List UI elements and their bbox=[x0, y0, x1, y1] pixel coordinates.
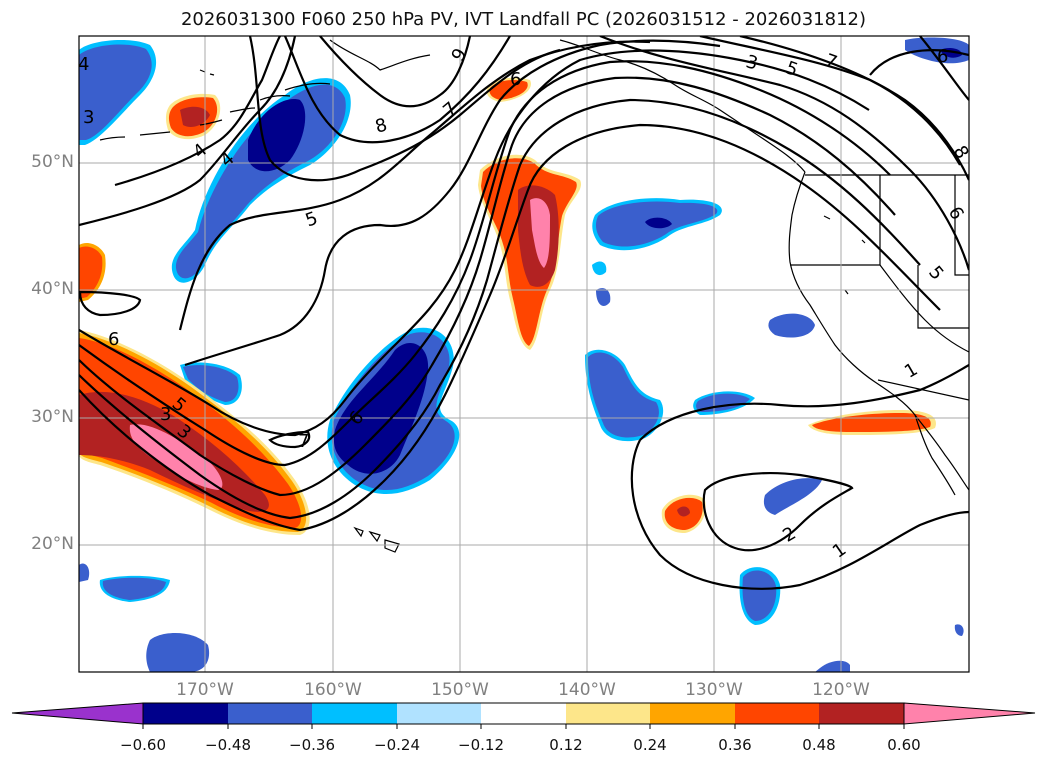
contour-label: 3 bbox=[744, 51, 760, 74]
colorbar bbox=[11, 702, 1036, 729]
colorbar-tick-label: 0.12 bbox=[549, 736, 583, 754]
colorbar-tick-label: −0.24 bbox=[374, 736, 420, 754]
contour-label: 5 bbox=[783, 57, 801, 81]
colorbar-extend-high bbox=[903, 702, 1036, 725]
contour-label: 5 bbox=[924, 262, 947, 284]
colorbar-bin bbox=[566, 703, 650, 724]
lat-label-20n: 20°N bbox=[31, 534, 74, 554]
colorbar-tick-label: 0.36 bbox=[718, 736, 752, 754]
contour-label: 7 bbox=[298, 431, 309, 452]
map-title: 2026031300 F060 250 hPa PV, IVT Landfall… bbox=[180, 9, 867, 30]
positive-anomaly-areas bbox=[79, 77, 936, 535]
contour-labels: 9 6 8 7 4 5 3 5 4 3 6 5 3 7 6 7 6 8 1 2 … bbox=[78, 45, 969, 563]
contour-label: 7 bbox=[822, 50, 840, 74]
negative-anomaly-areas bbox=[79, 37, 969, 672]
contour-label: 4 bbox=[78, 54, 89, 75]
contour-label: 2 bbox=[779, 523, 799, 547]
contour-label: 4 bbox=[189, 139, 211, 162]
colorbar-bin bbox=[397, 703, 481, 724]
colorbar-bin bbox=[650, 703, 735, 724]
contour-label: 6 bbox=[937, 46, 948, 67]
colorbar-bin bbox=[143, 703, 228, 724]
lon-label-170w: 170°W bbox=[176, 680, 234, 700]
contour-label: 5 bbox=[303, 208, 321, 232]
pv-anomaly-shading bbox=[79, 37, 969, 672]
colorbar-tick-label: 0.48 bbox=[802, 736, 836, 754]
contour-label: 1 bbox=[829, 539, 850, 563]
colorbar-bin bbox=[228, 703, 312, 724]
graticule bbox=[79, 36, 969, 672]
lon-label-130w: 130°W bbox=[685, 680, 743, 700]
colorbar-extend-low bbox=[11, 702, 144, 725]
contour-label: 6 bbox=[108, 329, 119, 350]
lat-label-40n: 40°N bbox=[31, 279, 74, 299]
colorbar-bin bbox=[481, 703, 566, 724]
colorbar-tick-label: −0.36 bbox=[289, 736, 335, 754]
lon-label-150w: 150°W bbox=[431, 680, 489, 700]
pv-contours bbox=[79, 36, 969, 590]
contour-label: 3 bbox=[160, 404, 171, 425]
colorbar-bin bbox=[735, 703, 819, 724]
lat-label-50n: 50°N bbox=[31, 152, 74, 172]
contour-label: 8 bbox=[373, 114, 389, 137]
lon-label-160w: 160°W bbox=[304, 680, 362, 700]
colorbar-tick-label: −0.12 bbox=[458, 736, 504, 754]
colorbar-tick-label: −0.60 bbox=[120, 736, 166, 754]
colorbar-bin bbox=[819, 703, 904, 724]
colorbar-bin bbox=[312, 703, 397, 724]
contour-label: 6 bbox=[510, 69, 521, 90]
colorbar-tick-label: −0.48 bbox=[205, 736, 251, 754]
colorbar-tick-label: 0.24 bbox=[633, 736, 667, 754]
lon-label-120w: 120°W bbox=[812, 680, 870, 700]
colorbar-tick-label: 0.60 bbox=[887, 736, 921, 754]
contour-label: 3 bbox=[83, 107, 94, 128]
lat-label-30n: 30°N bbox=[31, 407, 74, 427]
map-frame bbox=[78, 35, 970, 673]
contour-label: 1 bbox=[901, 359, 921, 383]
lon-label-140w: 140°W bbox=[558, 680, 616, 700]
